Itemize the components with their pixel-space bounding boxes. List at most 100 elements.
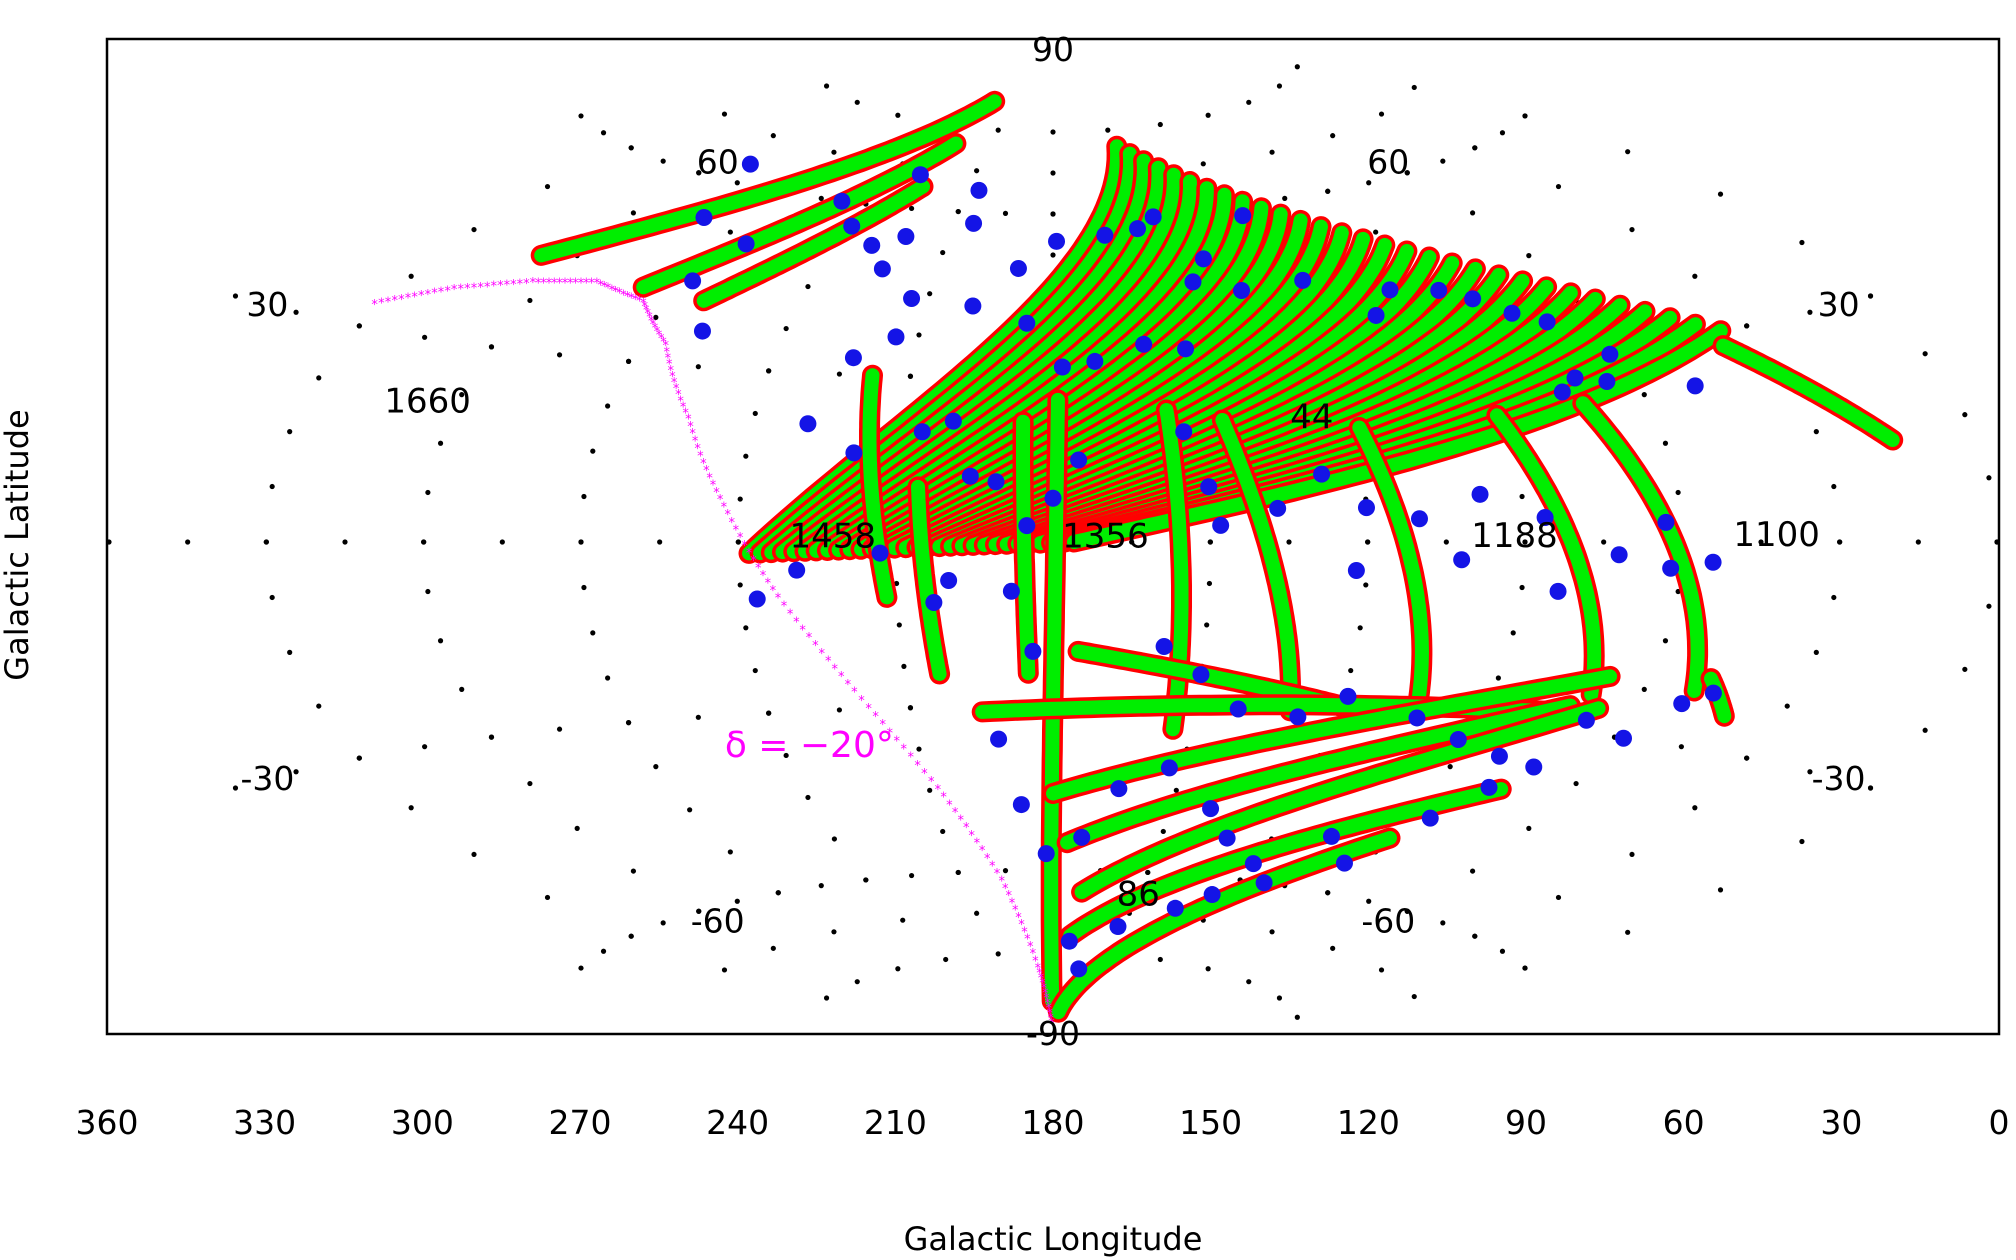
declination-star: * [901,743,908,758]
field-markers [684,155,1722,978]
x-tick-label: 360 [76,1103,139,1142]
grid-dot [1276,995,1283,1001]
grid-dot [1922,727,1928,733]
declination-star: * [1032,954,1039,969]
grid-dot [1629,226,1635,233]
declination-star: * [418,289,425,304]
field-marker [1289,708,1307,726]
grid-dot [293,769,299,775]
declination-star: * [583,277,590,292]
declination-star: * [845,678,852,693]
grid-dot [1129,539,1135,545]
grid-dot [831,149,837,155]
field-marker [843,217,861,235]
declination-star: * [713,486,720,501]
grid-dot [940,249,946,256]
stripe-scan [1215,413,1298,718]
grid-dot [766,710,772,716]
grid-dot [1325,188,1331,194]
field-marker [1086,352,1104,370]
field-marker [1048,232,1066,250]
field-marker [913,423,931,441]
grid-dot [287,429,293,435]
declination-star: * [650,318,657,333]
grid-dot [1286,539,1292,545]
grid-dot [263,539,269,545]
declination-star: * [484,280,491,295]
grid-dot [1641,686,1647,692]
grid-dot [940,828,946,835]
grid-dot [1555,183,1562,190]
declination-star: * [673,382,680,397]
declination-star: * [620,288,627,303]
field-marker [1160,759,1178,777]
field-marker [990,730,1008,748]
field-marker [1024,642,1042,660]
declination-star: * [721,500,728,515]
grid-dot [1675,489,1681,496]
declination-star: * [1043,992,1050,1007]
x-tick-label: 30 [1820,1103,1862,1142]
grid-dot [653,314,659,320]
declination-star: * [717,493,724,508]
declination-star: * [658,332,665,347]
field-marker [1053,358,1071,376]
declination-star: * [491,280,498,295]
field-marker [1244,855,1262,873]
declination-star: * [1002,882,1009,897]
grid-dot [1499,130,1506,136]
field-marker [1471,485,1489,503]
field-marker [863,236,881,254]
grid-dot [1526,825,1532,831]
grid-dot [974,910,980,916]
declination-star: * [497,279,504,294]
grid-dot [660,158,666,164]
grid-dot [1986,475,1992,481]
field-marker [1269,499,1287,517]
grid-dot [316,375,322,381]
run-label: 86 [1117,874,1160,914]
field-marker [1662,559,1680,577]
grid-dot [1831,483,1837,490]
declination-star: * [601,280,608,295]
field-marker [1615,729,1633,747]
field-marker [1009,259,1027,277]
grid-dot [734,898,740,904]
grid-dot [653,764,659,770]
grid-dot [1002,210,1009,216]
grid-dot [695,364,701,370]
stripe-scan [1575,396,1705,698]
field-marker [1203,886,1221,904]
declination-star: * [438,286,445,301]
grid-dot [1555,894,1562,901]
grid-dot [408,273,414,279]
field-marker [684,272,702,290]
grid-dot [955,208,961,215]
grid-dot [1378,967,1385,973]
grid-dot [425,588,431,595]
field-marker [788,561,806,579]
grid-dot [775,890,781,896]
grid-dot [955,869,961,876]
declination-star: * [451,283,458,298]
field-marker [1096,226,1114,244]
grid-dot [1145,869,1151,876]
grid-dot [459,392,465,398]
grid-dot [232,785,239,791]
declination-curve: * * * * * * * * * * * * * * * * * * * * * * * * ****************… [371,276,1055,1031]
declination-star: * [858,694,865,709]
declination-star: * [1024,933,1031,948]
field-marker [737,235,755,253]
declination-star: * [643,304,650,319]
field-marker [1357,499,1375,517]
declination-star: * [385,295,392,310]
grid-dot [1784,703,1790,709]
grid-dot [471,851,477,858]
declination-star: * [652,321,659,336]
field-marker [748,590,766,608]
field-marker [1109,918,1127,936]
declination-star: * [710,479,717,494]
declination-star: * [728,516,735,531]
grid-dot [425,489,431,496]
declination-star: * [1015,911,1022,926]
